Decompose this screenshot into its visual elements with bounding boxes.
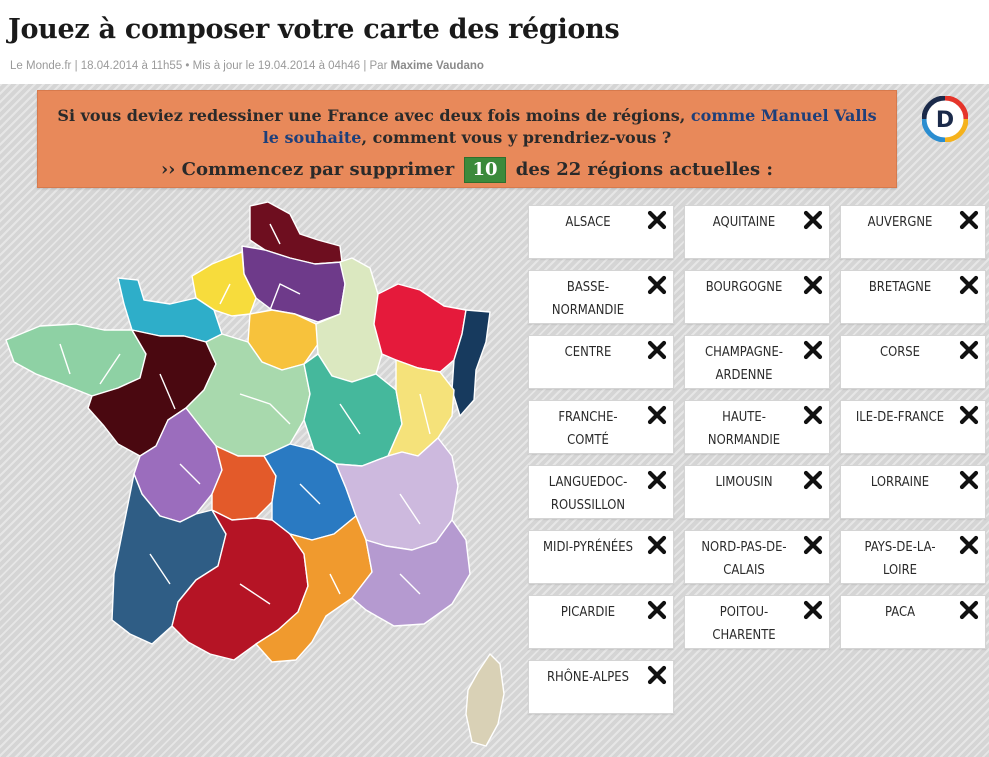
region-label: LORRAINE <box>870 474 930 490</box>
region-button-paca[interactable]: PACA <box>840 595 986 649</box>
author-link[interactable]: Maxime Vaudano <box>390 60 484 72</box>
region-label: CORSE <box>879 344 921 360</box>
region-button-nord-pas-de-calais[interactable]: NORD-PAS-DE- CALAIS <box>684 530 830 584</box>
region-nord-pas-de-calais[interactable] <box>249 201 343 265</box>
region-button-ile-de-france[interactable]: ILE-DE-FRANCE <box>840 400 986 454</box>
region-label: AQUITAINE <box>712 214 776 230</box>
region-button-picardie[interactable]: PICARDIE <box>528 595 674 649</box>
region-button-lorraine[interactable]: LORRAINE <box>840 465 986 519</box>
close-x-icon[interactable] <box>801 533 825 557</box>
page-title: Jouez à composer votre carte des régions <box>8 14 620 45</box>
region-button-rhône-alpes[interactable]: RHÔNE-ALPES <box>528 660 674 714</box>
banner-question: Si vous deviez redessiner une France ave… <box>38 105 896 149</box>
region-label: PACA <box>884 604 916 620</box>
region-label: HAUTE- NORMANDIE <box>707 409 781 448</box>
region-label: LIMOUSIN <box>715 474 773 490</box>
region-button-champagne-ardenne[interactable]: CHAMPAGNE- ARDENNE <box>684 335 830 389</box>
game-stage: Si vous deviez redessiner une France ave… <box>0 84 989 757</box>
region-label: CHAMPAGNE- ARDENNE <box>704 344 783 383</box>
region-button-basse-normandie[interactable]: BASSE- NORMANDIE <box>528 270 674 324</box>
region-paca[interactable] <box>351 519 471 627</box>
regions-count-badge: 10 <box>464 157 506 183</box>
logo-letter: D <box>936 108 954 133</box>
close-x-icon[interactable] <box>801 468 825 492</box>
region-label: CENTRE <box>564 344 612 360</box>
cta-before: ›› Commencez par supprimer <box>160 159 461 180</box>
region-label: ALSACE <box>565 214 611 230</box>
region-button-pays-de-la-loire[interactable]: PAYS-DE-LA- LOIRE <box>840 530 986 584</box>
region-button-aquitaine[interactable]: AQUITAINE <box>684 205 830 259</box>
region-label: BOURGOGNE <box>705 279 783 295</box>
region-button-languedoc-roussillon[interactable]: LANGUEDOC- ROUSSILLON <box>528 465 674 519</box>
region-languedoc-roussillon[interactable] <box>255 515 373 663</box>
close-x-icon[interactable] <box>645 208 669 232</box>
close-x-icon[interactable] <box>645 403 669 427</box>
france-map <box>5 201 505 747</box>
banner-text-after: , comment vous y prendriez-vous ? <box>361 128 672 147</box>
region-button-limousin[interactable]: LIMOUSIN <box>684 465 830 519</box>
region-button-alsace[interactable]: ALSACE <box>528 205 674 259</box>
meta-text: Le Monde.fr | 18.04.2014 à 11h55 • Mis à… <box>10 60 391 72</box>
region-label: BRETAGNE <box>868 279 932 295</box>
close-x-icon[interactable] <box>645 338 669 362</box>
region-button-haute-normandie[interactable]: HAUTE- NORMANDIE <box>684 400 830 454</box>
region-label: NORD-PAS-DE- CALAIS <box>701 539 787 578</box>
region-button-bourgogne[interactable]: BOURGOGNE <box>684 270 830 324</box>
valls-link[interactable]: comme Manuel Valls le souhaite <box>262 106 877 147</box>
region-label: BASSE- NORMANDIE <box>551 279 625 318</box>
close-x-icon[interactable] <box>801 403 825 427</box>
close-x-icon[interactable] <box>801 598 825 622</box>
banner-cta: ›› Commencez par supprimer 10 des 22 rég… <box>38 157 896 183</box>
close-x-icon[interactable] <box>957 273 981 297</box>
close-x-icon[interactable] <box>957 338 981 362</box>
region-button-poitou-charente[interactable]: POITOU- CHARENTE <box>684 595 830 649</box>
region-label: ILE-DE-FRANCE <box>855 409 945 425</box>
close-x-icon[interactable] <box>957 403 981 427</box>
region-label: RHÔNE-ALPES <box>546 669 629 685</box>
instruction-banner: Si vous deviez redessiner une France ave… <box>37 90 897 188</box>
region-button-midi-pyrénées[interactable]: MIDI-PYRÉNÉES <box>528 530 674 584</box>
region-button-franche-comté[interactable]: FRANCHE-COMTÉ <box>528 400 674 454</box>
article-meta: Le Monde.fr | 18.04.2014 à 11h55 • Mis à… <box>10 60 970 72</box>
close-x-icon[interactable] <box>801 338 825 362</box>
banner-text-before: Si vous deviez redessiner une France ave… <box>57 106 691 125</box>
decodeurs-logo-icon: D <box>922 96 968 142</box>
close-x-icon[interactable] <box>957 208 981 232</box>
close-x-icon[interactable] <box>645 598 669 622</box>
region-button-bretagne[interactable]: BRETAGNE <box>840 270 986 324</box>
region-corse[interactable] <box>465 653 505 747</box>
region-label: AUVERGNE <box>867 214 933 230</box>
close-x-icon[interactable] <box>645 533 669 557</box>
close-x-icon[interactable] <box>957 468 981 492</box>
region-button-auvergne[interactable]: AUVERGNE <box>840 205 986 259</box>
region-label: POITOU- CHARENTE <box>712 604 776 643</box>
region-alsace[interactable] <box>451 309 491 417</box>
close-x-icon[interactable] <box>801 208 825 232</box>
region-lorraine[interactable] <box>373 283 467 373</box>
close-x-icon[interactable] <box>645 663 669 687</box>
region-label: MIDI-PYRÉNÉES <box>543 539 633 555</box>
close-x-icon[interactable] <box>957 598 981 622</box>
region-label: FRANCHE-COMTÉ <box>558 409 618 448</box>
close-x-icon[interactable] <box>801 273 825 297</box>
region-button-centre[interactable]: CENTRE <box>528 335 674 389</box>
region-label: PICARDIE <box>560 604 616 620</box>
region-button-corse[interactable]: CORSE <box>840 335 986 389</box>
close-x-icon[interactable] <box>645 273 669 297</box>
region-label: PAYS-DE-LA- LOIRE <box>864 539 936 578</box>
close-x-icon[interactable] <box>957 533 981 557</box>
cta-after: des 22 régions actuelles : <box>509 159 774 180</box>
region-label: LANGUEDOC- ROUSSILLON <box>548 474 628 513</box>
close-x-icon[interactable] <box>645 468 669 492</box>
